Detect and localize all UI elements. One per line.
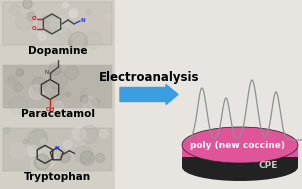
- Text: OH: OH: [45, 108, 55, 112]
- Text: N: N: [54, 146, 59, 151]
- Circle shape: [75, 139, 84, 148]
- Circle shape: [92, 134, 105, 148]
- Circle shape: [6, 5, 17, 17]
- Circle shape: [77, 139, 87, 149]
- Bar: [182, 145, 298, 157]
- Text: N: N: [45, 70, 49, 75]
- Circle shape: [63, 82, 76, 95]
- Circle shape: [35, 68, 44, 77]
- Circle shape: [104, 137, 109, 142]
- FancyBboxPatch shape: [3, 65, 112, 108]
- Circle shape: [36, 92, 50, 105]
- Ellipse shape: [182, 127, 298, 163]
- Circle shape: [64, 139, 79, 154]
- Circle shape: [24, 129, 41, 146]
- Circle shape: [26, 32, 31, 37]
- Circle shape: [53, 2, 66, 14]
- Circle shape: [51, 22, 71, 42]
- Circle shape: [0, 90, 13, 104]
- Circle shape: [45, 68, 57, 80]
- Circle shape: [0, 91, 12, 103]
- Circle shape: [31, 0, 49, 13]
- Text: Electroanalysis: Electroanalysis: [99, 71, 199, 84]
- Circle shape: [23, 85, 31, 92]
- Circle shape: [26, 30, 37, 41]
- Circle shape: [17, 26, 28, 36]
- Circle shape: [48, 9, 66, 27]
- Circle shape: [25, 62, 38, 75]
- Circle shape: [27, 19, 35, 26]
- Circle shape: [2, 85, 10, 93]
- Circle shape: [91, 7, 96, 11]
- Circle shape: [69, 16, 83, 29]
- Circle shape: [88, 156, 94, 162]
- Circle shape: [8, 136, 17, 144]
- Circle shape: [81, 84, 98, 101]
- Circle shape: [53, 132, 59, 138]
- Circle shape: [55, 132, 66, 144]
- Circle shape: [78, 30, 94, 46]
- Circle shape: [77, 26, 83, 32]
- Circle shape: [57, 89, 70, 103]
- Circle shape: [28, 89, 35, 96]
- Text: N: N: [81, 19, 85, 23]
- Circle shape: [80, 28, 98, 46]
- Circle shape: [49, 134, 62, 146]
- Text: O: O: [32, 26, 37, 31]
- FancyBboxPatch shape: [3, 128, 112, 171]
- Text: Tryptophan: Tryptophan: [24, 172, 91, 182]
- Bar: [0, 0, 115, 189]
- Ellipse shape: [182, 153, 298, 181]
- Text: Dopamine: Dopamine: [28, 46, 87, 56]
- Circle shape: [106, 77, 117, 88]
- Ellipse shape: [182, 127, 298, 163]
- Circle shape: [82, 158, 93, 168]
- Text: CPE: CPE: [258, 160, 278, 170]
- Circle shape: [62, 135, 76, 149]
- Circle shape: [53, 27, 60, 34]
- Circle shape: [58, 160, 73, 175]
- Circle shape: [73, 84, 82, 92]
- FancyArrow shape: [120, 84, 178, 105]
- Bar: [182, 145, 298, 167]
- Circle shape: [52, 4, 60, 12]
- Text: Paracetamol: Paracetamol: [21, 109, 95, 119]
- Circle shape: [44, 4, 53, 12]
- Circle shape: [68, 71, 77, 80]
- Text: poly (new coccine): poly (new coccine): [191, 142, 285, 150]
- FancyBboxPatch shape: [3, 2, 112, 45]
- Circle shape: [107, 73, 115, 81]
- Circle shape: [53, 146, 59, 152]
- Circle shape: [10, 158, 23, 171]
- Circle shape: [59, 150, 67, 157]
- Circle shape: [90, 85, 106, 101]
- Circle shape: [107, 76, 115, 84]
- Circle shape: [22, 160, 29, 167]
- Text: O: O: [32, 16, 37, 21]
- Circle shape: [60, 26, 80, 45]
